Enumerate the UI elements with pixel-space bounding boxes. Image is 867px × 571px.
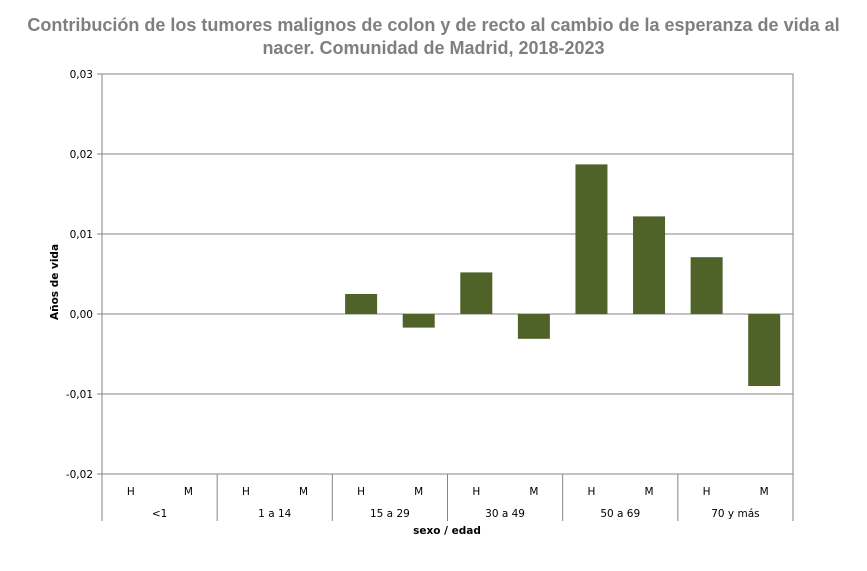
x-tick-label-sex: M xyxy=(299,486,308,498)
x-tick-label-group: 1 a 14 xyxy=(258,508,291,520)
x-tick-label-group: 50 a 69 xyxy=(600,508,640,520)
x-axis-categories: H M H M H M H M H M H M <1 1 a 14 15 a 29 30 a 49 50 a 6… xyxy=(101,474,794,521)
x-tick-label-sex: H xyxy=(127,486,135,498)
y-tick-label: 0,01 xyxy=(70,229,93,241)
bar xyxy=(345,294,378,314)
x-tick-label-sex: M xyxy=(645,486,654,498)
y-tick-label: -0,01 xyxy=(66,389,93,401)
bar xyxy=(402,314,435,328)
x-tick-label-group: 30 a 49 xyxy=(485,508,525,520)
x-tick-label-sex: H xyxy=(242,486,250,498)
bars xyxy=(345,164,781,386)
x-tick-label-sex: H xyxy=(472,486,480,498)
y-axis-label: Años de vida xyxy=(49,244,61,320)
x-tick-label-group: <1 xyxy=(152,508,167,520)
y-tick-label: 0,02 xyxy=(70,149,93,161)
x-tick-label-sex: M xyxy=(414,486,423,498)
bar xyxy=(748,314,781,386)
bar xyxy=(575,164,608,314)
y-axis-ticks: -0,02 -0,01 0,00 0,01 0,02 0,03 xyxy=(66,69,102,481)
x-tick-label-sex: H xyxy=(588,486,596,498)
y-tick-label: 0,03 xyxy=(70,69,93,81)
x-tick-label-group: 70 y más xyxy=(711,508,759,520)
bar xyxy=(517,314,550,339)
x-tick-label-sex: M xyxy=(184,486,193,498)
chart-title: Contribución de los tumores malignos de … xyxy=(27,15,840,58)
y-tick-label: 0,00 xyxy=(70,309,93,321)
gridlines xyxy=(102,73,793,475)
bar xyxy=(633,216,666,314)
x-tick-label-sex: H xyxy=(357,486,365,498)
x-tick-label-sex: M xyxy=(529,486,538,498)
x-axis-label: sexo / edad xyxy=(413,525,481,537)
x-tick-label-sex: M xyxy=(760,486,769,498)
x-tick-label-sex: H xyxy=(703,486,711,498)
x-tick-label-group: 15 a 29 xyxy=(370,508,410,520)
plot-area xyxy=(101,73,794,475)
y-tick-label: -0,02 xyxy=(66,469,93,481)
bar xyxy=(460,272,493,314)
bar xyxy=(690,257,723,314)
